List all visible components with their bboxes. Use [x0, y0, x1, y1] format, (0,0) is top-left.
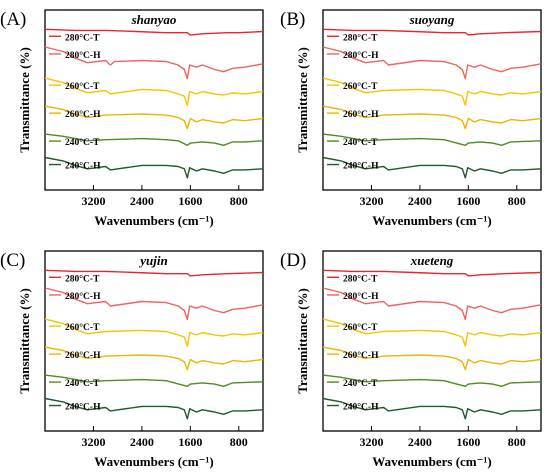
panel-label: (B)	[280, 9, 305, 30]
series-label: 260°C-H	[343, 350, 379, 361]
series-line	[44, 46, 264, 80]
series-line	[322, 133, 542, 147]
series-line	[322, 318, 542, 347]
series-label: 280°C-T	[343, 273, 378, 284]
x-tick-label: 2400	[130, 435, 154, 449]
series-line	[322, 346, 542, 371]
x-axis-label: Wavenumbers (cm⁻¹)	[94, 454, 213, 469]
x-tick-label: 3200	[359, 194, 383, 208]
x-tick-label: 2400	[408, 435, 432, 449]
series-line	[44, 397, 264, 420]
series-label: 240°C-H	[65, 161, 101, 172]
panel-title: xueteng	[410, 253, 454, 268]
series-line	[322, 77, 542, 106]
x-tick-label: 3200	[81, 194, 105, 208]
series-label: 240°C-T	[65, 137, 100, 148]
series-label: 240°C-T	[343, 137, 378, 148]
panel-suoyang: (B) suoyang 3200 2400 1600 800 Wavenumbers (cm…	[280, 9, 542, 228]
panel-title: shanyao	[131, 12, 177, 27]
panel-title: suoyang	[409, 12, 455, 27]
series-label: 240°C-H	[343, 161, 379, 172]
panel-title: yujin	[138, 253, 167, 268]
x-tick-label: 2400	[408, 194, 432, 208]
y-axis-label: Transmittance (%)	[295, 288, 310, 394]
x-axis-label: Wavenumbers (cm⁻¹)	[372, 454, 491, 469]
x-axis-label: Wavenumbers (cm⁻¹)	[94, 213, 213, 228]
panel-shanyao: (A) shanyao 3200 2400 1600 800 Wavenumbers (cm…	[0, 9, 264, 228]
series-line	[44, 28, 264, 36]
series-line	[322, 287, 542, 321]
x-tick-label: 2400	[130, 194, 154, 208]
series-label: 280°C-H	[65, 291, 101, 302]
series-label: 260°C-H	[65, 350, 101, 361]
series-line	[322, 105, 542, 130]
series-label: 260°C-H	[343, 109, 379, 120]
panel-yujin: (C) yujin 3200 2400 1600 800 Wavenumbers (cm⁻¹…	[0, 250, 264, 469]
panel-label: (C)	[0, 250, 25, 271]
x-tick-label: 1600	[456, 194, 480, 208]
x-tick-label: 800	[230, 435, 248, 449]
panel-xueteng: (D) xueteng 3200 2400 1600 800 Wavenumbers (cm…	[280, 250, 542, 469]
series-line	[44, 269, 264, 277]
series-line	[322, 397, 542, 420]
series-label: 260°C-T	[65, 81, 100, 92]
series-label: 240°C-H	[65, 402, 101, 413]
series-label: 280°C-T	[65, 32, 100, 43]
series-label: 280°C-T	[65, 273, 100, 284]
x-tick-label: 1600	[178, 435, 202, 449]
series-line	[44, 77, 264, 106]
series-label: 280°C-T	[343, 32, 378, 43]
x-tick-label: 800	[230, 194, 248, 208]
series-line	[44, 318, 264, 347]
y-axis-label: Transmittance (%)	[295, 47, 310, 153]
series-line	[44, 156, 264, 179]
series-label: 240°C-H	[343, 402, 379, 413]
series-label: 240°C-T	[343, 378, 378, 389]
series-line	[44, 287, 264, 321]
plot-frame	[322, 9, 542, 191]
series-line	[44, 374, 264, 387]
y-axis-label: Transmittance (%)	[17, 47, 32, 153]
series-label: 260°C-H	[65, 109, 101, 120]
series-label: 260°C-T	[343, 322, 378, 333]
series-line	[322, 28, 542, 36]
series-label: 280°C-H	[343, 291, 379, 302]
series-line	[322, 46, 542, 80]
x-tick-label: 1600	[178, 194, 202, 208]
x-tick-label: 800	[508, 435, 526, 449]
series-line	[322, 156, 542, 179]
series-line	[44, 133, 264, 147]
plot-frame	[322, 250, 542, 432]
x-tick-label: 3200	[359, 435, 383, 449]
series-line	[322, 269, 542, 277]
series-line	[322, 374, 542, 387]
x-tick-label: 1600	[456, 435, 480, 449]
panel-label: (A)	[0, 9, 26, 30]
series-label: 280°C-H	[343, 50, 379, 61]
x-axis-label: Wavenumbers (cm⁻¹)	[372, 213, 491, 228]
x-tick-label: 800	[508, 194, 526, 208]
plot-frame	[44, 250, 264, 432]
series-label: 240°C-T	[65, 378, 100, 389]
y-axis-label: Transmittance (%)	[17, 288, 32, 394]
series-line	[44, 346, 264, 371]
plot-frame	[44, 9, 264, 191]
series-line	[44, 105, 264, 130]
series-label: 260°C-T	[343, 81, 378, 92]
panel-label: (D)	[280, 250, 306, 271]
series-label: 280°C-H	[65, 50, 101, 61]
x-tick-label: 3200	[81, 435, 105, 449]
series-label: 260°C-T	[65, 322, 100, 333]
